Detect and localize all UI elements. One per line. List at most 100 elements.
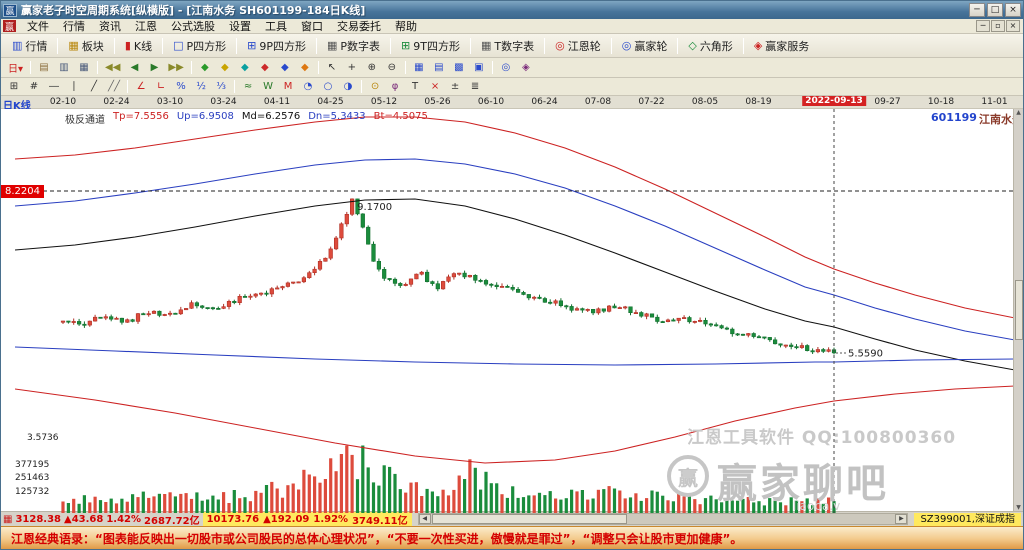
sun-icon[interactable]: ⊙ — [370, 81, 380, 92]
current-index-label[interactable]: SZ399001,深证成指 — [914, 512, 1021, 526]
toolbar-button-P数字表[interactable]: ▦ P数字表 — [320, 36, 387, 56]
mdi-restore-button[interactable]: ▫ — [991, 20, 1005, 32]
w-pattern-icon[interactable]: W — [263, 81, 273, 92]
circle-icon[interactable]: ○ — [323, 81, 333, 92]
parallel-channel-icon[interactable]: ╱╱ — [108, 81, 121, 92]
crosshair-icon[interactable]: + — [347, 62, 356, 73]
toolbar-button-赢家服务[interactable]: ◈ 赢家服务 — [747, 36, 816, 56]
horizontal-scrollbar[interactable]: ◀ ▶ — [417, 513, 909, 525]
period-day-selector[interactable]: 日▾ — [8, 64, 24, 75]
print-icon[interactable]: ▦ — [79, 62, 89, 73]
phi-icon[interactable]: φ — [391, 81, 399, 92]
save-icon[interactable]: ▥ — [59, 62, 69, 73]
gann-angle-icon[interactable]: ∠ — [136, 81, 146, 92]
zoom-out-icon[interactable]: ⊖ — [387, 62, 396, 73]
next-bar-icon[interactable]: ▶ — [150, 62, 159, 73]
close-button[interactable]: × — [1005, 3, 1021, 17]
fast-forward-icon[interactable]: ▶▶ — [168, 62, 184, 73]
diamond-red-icon[interactable]: ◆ — [260, 62, 269, 73]
vertical-line-icon[interactable]: ∣ — [71, 81, 77, 92]
indicator-param: Tp=7.5556 — [113, 111, 169, 122]
toolbar-separator — [162, 37, 164, 54]
horizontal-scroll-thumb[interactable] — [431, 514, 627, 524]
kline-chart[interactable]: 9.1700 5.5590 — [15, 109, 1015, 513]
panel-view-icon[interactable]: ▩ — [454, 62, 464, 73]
diamond-green-icon[interactable]: ◆ — [200, 62, 209, 73]
toolbar-button-9P四方形[interactable]: ⊞ 9P四方形 — [240, 36, 313, 56]
menu-item[interactable]: 文件 — [27, 20, 49, 33]
half-ratio-icon[interactable]: ½ — [196, 81, 206, 92]
pie-icon[interactable]: ◑ — [343, 81, 353, 92]
toolbar-button-江恩轮[interactable]: ◎ 江恩轮 — [548, 36, 608, 56]
prev-bar-icon[interactable]: ◀ — [130, 62, 139, 73]
horizontal-scroll-track[interactable] — [431, 514, 896, 524]
minimize-button[interactable]: ─ — [969, 3, 985, 17]
measure-icon[interactable]: ± — [450, 81, 460, 92]
index2-quote[interactable]: 10173.76 ▲192.09 1.92% 3749.11亿 — [202, 511, 412, 527]
diamond-blue-icon[interactable]: ◆ — [280, 62, 289, 73]
trend-line-icon[interactable]: ╱ — [90, 81, 98, 92]
toolbar-button-T数字表[interactable]: ▦ T数字表 — [474, 36, 541, 56]
right-angle-icon[interactable]: ∟ — [156, 81, 166, 92]
date-tick-highlighted: 2022-09-13 — [802, 96, 866, 106]
zoom-in-icon[interactable]: ⊕ — [367, 62, 376, 73]
menu-item[interactable]: 工具 — [265, 20, 287, 33]
horizontal-line-icon[interactable]: ― — [49, 81, 59, 92]
eraser-icon[interactable]: × — [430, 81, 440, 92]
mdi-close-button[interactable]: × — [1006, 20, 1020, 32]
menu-item[interactable]: 江恩 — [135, 20, 157, 33]
wave-icon[interactable]: ≈ — [243, 81, 253, 92]
maximize-button[interactable]: □ — [987, 3, 1003, 17]
fast-backward-icon[interactable]: ◀◀ — [105, 62, 121, 73]
m-pattern-icon[interactable]: M — [283, 81, 293, 92]
menu-item[interactable]: 窗口 — [301, 20, 323, 33]
chart-view-icon[interactable]: ▣ — [474, 62, 484, 73]
gann-grid-icon[interactable]: # — [29, 81, 39, 92]
toolbar-separator — [544, 37, 546, 54]
list-view-icon[interactable]: ▤ — [434, 62, 444, 73]
scroll-right-icon[interactable]: ▶ — [895, 514, 908, 524]
pointer-icon[interactable]: ↖ — [327, 62, 336, 73]
toolbar-label: P数字表 — [340, 39, 381, 53]
toolbar-label: 赢家轮 — [634, 39, 668, 53]
scroll-left-icon[interactable]: ◀ — [418, 514, 431, 524]
titlebar: 赢 赢家老子时空周期系统[纵横版] - [江南水务 SH601199-184日K… — [1, 1, 1023, 19]
market-grid-icon[interactable]: ▦ — [3, 513, 13, 525]
target-icon[interactable]: ◎ — [501, 62, 511, 73]
gann-square-icon[interactable]: ⊞ — [9, 81, 19, 92]
menu-item[interactable]: 行情 — [63, 20, 85, 33]
toolbar-button-K线[interactable]: ▮ K线 — [118, 36, 159, 56]
scroll-down-icon[interactable]: ▼ — [1016, 504, 1021, 511]
diamond-yellow-icon[interactable]: ◆ — [220, 62, 229, 73]
toolbar-separator — [677, 37, 679, 54]
toolbar-button-P四方形[interactable]: □ P四方形 — [166, 36, 233, 56]
grid-table-icon[interactable]: ▦ — [414, 62, 424, 73]
toolbar-button-9T四方形[interactable]: ⊞ 9T四方形 — [394, 36, 467, 56]
menu-item[interactable]: 公式选股 — [171, 20, 215, 33]
toolbar-label: P四方形 — [186, 39, 227, 53]
scroll-up-icon[interactable]: ▲ — [1016, 109, 1021, 116]
menu-item[interactable]: 资讯 — [99, 20, 121, 33]
toolbar-icon: ◈ — [753, 39, 763, 52]
toolbar-button-赢家轮[interactable]: ◎ 赢家轮 — [615, 36, 675, 56]
diamond-cyan-icon[interactable]: ◆ — [240, 62, 249, 73]
list-settings-icon[interactable]: ≣ — [470, 81, 480, 92]
date-tick: 08-19 — [745, 97, 772, 107]
vertical-scroll-thumb[interactable] — [1014, 280, 1023, 340]
percent-line-icon[interactable]: % — [176, 81, 186, 92]
mdi-minimize-button[interactable]: ─ — [976, 20, 990, 32]
diamond-orange-icon[interactable]: ◆ — [300, 62, 309, 73]
menu-item[interactable]: 交易委托 — [337, 20, 381, 33]
menu-item[interactable]: 设置 — [229, 20, 251, 33]
text-tool-icon[interactable]: T — [411, 81, 419, 92]
toolbar-button-板块[interactable]: ▦ 板块 — [61, 36, 110, 56]
toolbar-button-六角形[interactable]: ◇ 六角形 — [681, 36, 739, 56]
date-tick: 07-22 — [638, 97, 665, 107]
toolbar-button-行情[interactable]: ▥ 行情 — [5, 36, 54, 56]
gem-icon[interactable]: ◈ — [521, 62, 530, 73]
arc-icon[interactable]: ◔ — [303, 81, 313, 92]
third-ratio-icon[interactable]: ⅓ — [216, 81, 226, 92]
vertical-scrollbar[interactable]: ▲ ▼ — [1013, 109, 1023, 511]
menu-item[interactable]: 帮助 — [395, 20, 417, 33]
envelope-icon[interactable]: ▤ — [39, 62, 49, 73]
